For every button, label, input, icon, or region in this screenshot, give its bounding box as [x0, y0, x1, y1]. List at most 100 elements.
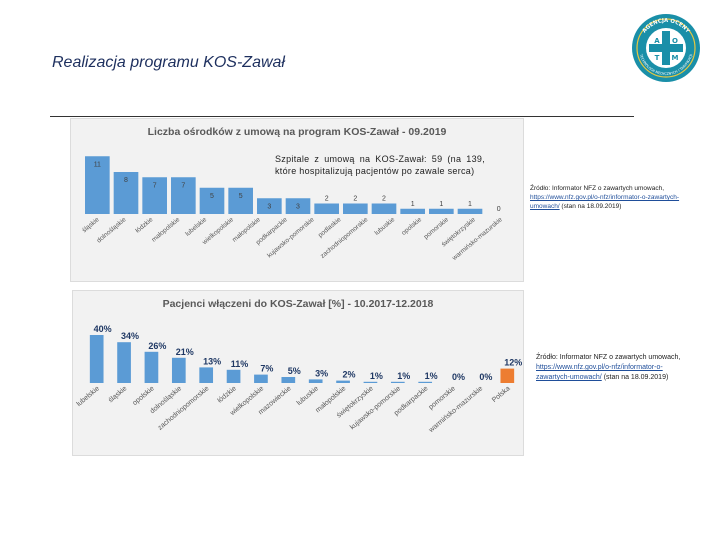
- chart-value-label: 8: [124, 177, 128, 184]
- chart-bar: [457, 208, 483, 214]
- chart-bar: [429, 208, 454, 214]
- chart-value-label: 40%: [94, 324, 112, 334]
- chart-bar: [371, 203, 397, 214]
- chart-value-label: 0: [497, 206, 501, 213]
- slide-title: Realizacja programu KOS-Zawał: [52, 54, 285, 71]
- chart-category-label: zachodniopomorskie: [319, 216, 369, 260]
- chart-value-label: 13%: [203, 356, 221, 366]
- chart-value-label: 12%: [504, 358, 522, 368]
- source-note-1-suffix: (stan na 18.09.2019): [559, 203, 622, 210]
- chart-value-label: 2: [382, 196, 386, 203]
- chart-bar: [285, 198, 311, 214]
- logo-cross-h: [649, 44, 683, 52]
- source-note-2-suffix: (stan na 18.09.2019): [601, 374, 669, 381]
- chart-category-label: kujawsko-pomorskie: [266, 216, 316, 259]
- chart-value-label: 1: [468, 201, 472, 208]
- chart-category-label: podlaskie: [317, 216, 343, 239]
- chart-value-label: 2: [353, 196, 357, 203]
- chart-value-label: 2: [325, 196, 329, 203]
- chart-bar: [171, 177, 196, 214]
- chart-category-label: lubelskie: [76, 385, 101, 408]
- chart-bar: [343, 203, 368, 214]
- chart-category-label: lubuskie: [374, 216, 397, 237]
- chart-value-label: 1%: [425, 371, 438, 381]
- chart-category-label: zachodniopomorskie: [157, 385, 211, 432]
- chart-bar: [117, 342, 131, 383]
- logo-letter: M: [672, 54, 679, 62]
- chart-value-label: 3%: [315, 368, 328, 378]
- chart-bar: [228, 187, 253, 214]
- chart-category-label: śląskie: [81, 216, 101, 234]
- chart-centers-panel: Liczba ośrodków z umową na program KOS-Z…: [70, 118, 524, 282]
- chart-bar: [308, 379, 323, 383]
- chart-bar: [254, 374, 268, 383]
- chart-patients-panel: Pacjenci włączeni do KOS-Zawał [%] - 10.…: [72, 290, 524, 456]
- chart-category-label: warmińsko-mazurskie: [450, 216, 504, 263]
- logo-letter: O: [672, 37, 678, 45]
- hospitals-callout: Szpitale z umową na KOS-Zawał: 59 (na 13…: [275, 154, 485, 176]
- chart-value-label: 1: [411, 201, 415, 208]
- chart-bar: [336, 380, 350, 383]
- chart-value-label: 2%: [343, 370, 356, 380]
- chart-bar: [142, 177, 167, 214]
- chart-value-label: 3: [267, 203, 271, 210]
- chart-value-label: 26%: [148, 341, 166, 351]
- chart-value-label: 7: [181, 182, 185, 189]
- logo-letter: A: [654, 37, 660, 45]
- source-link-1[interactable]: https://www.nfz.gov.pl/o-nfz/informator-…: [530, 194, 680, 210]
- logo-letter: T: [655, 54, 660, 62]
- chart-bar: [400, 208, 425, 214]
- chart-value-label: 7%: [260, 364, 273, 374]
- chart-bar: [199, 187, 225, 214]
- chart-value-label: 0%: [452, 372, 465, 382]
- chart-bar: [281, 377, 296, 383]
- chart-category-label: Polska: [491, 385, 512, 404]
- chart-category-label: opolskie: [400, 216, 423, 237]
- chart-category-label: dolnośląskie: [96, 216, 128, 245]
- chart-value-label: 11: [94, 161, 101, 168]
- chart-bar: [85, 156, 110, 214]
- chart-value-label: 5%: [288, 366, 301, 376]
- chart-category-label: kujawsko-pomorskie: [349, 385, 402, 431]
- chart-patients: Pacjenci włączeni do KOS-Zawał [%] - 10.…: [76, 298, 523, 435]
- chart-category-label: małopolskie: [151, 216, 182, 244]
- chart-category-label: opolskie: [132, 385, 156, 407]
- chart-patients-title: Pacjenci włączeni do KOS-Zawał [%] - 10.…: [163, 298, 434, 310]
- chart-value-label: 34%: [121, 331, 139, 341]
- chart-category-label: łódzkie: [217, 385, 238, 404]
- chart-value-label: 1%: [370, 371, 383, 381]
- chart-bar: [390, 381, 405, 383]
- chart-bar: [144, 351, 159, 383]
- chart-value-label: 11%: [231, 359, 249, 369]
- source-note-1: Źródło: Informator NFZ o zawartych umowa…: [530, 184, 690, 211]
- source-note-2: Źródło: Informator NFZ o zawartych umowa…: [536, 353, 681, 383]
- chart-value-label: 21%: [176, 347, 194, 357]
- chart-value-label: 3: [296, 203, 300, 210]
- chart-bar: [418, 381, 433, 383]
- chart-centers: Liczba ośrodków z umową na program KOS-Z…: [81, 126, 504, 263]
- chart-value-label: 0%: [479, 372, 492, 382]
- chart-category-label: lubuskie: [296, 385, 320, 407]
- chart-bar: [257, 198, 282, 214]
- chart-bar: [113, 172, 139, 214]
- chart-bar: [199, 367, 214, 383]
- chart-category-label: warmińsko-mazurskie: [427, 385, 484, 435]
- chart-value-label: 1: [439, 201, 443, 208]
- chart-category-label: lubelskie: [184, 216, 208, 238]
- chart-bar: [89, 335, 104, 383]
- title-divider: [50, 116, 634, 117]
- chart-category-label: łódzkie: [134, 216, 154, 235]
- chart-value-label: 7: [153, 182, 157, 189]
- chart-value-label: 5: [239, 193, 243, 200]
- chart-bar: [171, 357, 186, 383]
- chart-bar: [226, 369, 241, 383]
- chart-value-label: 1%: [397, 371, 410, 381]
- source-note-1-prefix: Źródło: Informator NFZ o zawartych umowa…: [530, 185, 665, 192]
- chart-bar: [363, 381, 378, 383]
- source-note-2-prefix: Źródło: Informator NFZ o zawartych umowa…: [536, 354, 681, 361]
- chart-centers-title: Liczba ośrodków z umową na program KOS-Z…: [148, 126, 447, 138]
- chart-bar: [314, 203, 339, 214]
- chart-category-label: śląskie: [107, 385, 128, 404]
- source-link-2[interactable]: https://www.nfz.gov.pl/o-nfz/informator-…: [536, 364, 663, 381]
- chart-value-label: 5: [210, 193, 214, 200]
